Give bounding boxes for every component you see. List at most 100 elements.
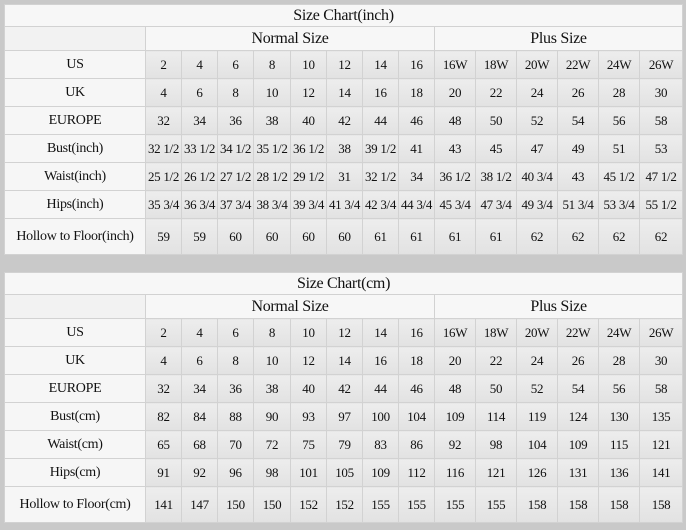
size-cell: 119 [516,402,558,431]
size-cell: 24W [598,318,640,347]
size-cell: 38 [326,134,363,163]
row-label: Hips(cm) [4,458,146,487]
size-cell: 42 [326,374,363,403]
size-cell: 4 [181,50,218,79]
size-cell: 130 [598,402,640,431]
size-cell: 29 1/2 [290,162,327,191]
row-label: UK [4,78,146,107]
size-cell: 53 [638,134,684,163]
size-cell: 4 [145,346,182,375]
row-label: Hollow to Floor(inch) [4,218,146,255]
size-cell: 92 [181,458,218,487]
size-cell: 59 [145,218,182,255]
size-cell: 22 [475,78,517,107]
size-cell: 8 [253,50,291,79]
size-cell: 54 [557,374,599,403]
size-cell: 31 [326,162,363,191]
size-cell: 41 3/4 [326,190,363,219]
row-label: Waist(cm) [4,430,146,459]
size-cell: 60 [253,218,291,255]
size-cell: 51 3/4 [557,190,599,219]
size-cell: 147 [181,486,218,523]
plus-size-header: Plus Size [433,294,684,319]
size-cell: 50 [475,106,517,135]
chart-title: Size Chart(inch) [3,4,684,27]
size-cell: 39 3/4 [290,190,327,219]
size-cell: 20 [434,78,476,107]
size-cell: 10 [290,318,327,347]
size-cell: 42 [326,106,363,135]
size-cell: 61 [434,218,476,255]
size-cell: 104 [398,402,435,431]
size-cell: 124 [557,402,599,431]
size-cell: 22W [557,50,599,79]
size-cell: 22 [475,346,517,375]
normal-size-header: Normal Size [145,294,435,319]
size-cell: 60 [290,218,327,255]
size-cell: 47 [516,134,558,163]
size-cell: 8 [217,78,254,107]
size-cell: 10 [253,78,291,107]
size-cell: 155 [398,486,435,523]
size-cell: 32 1/2 [362,162,399,191]
size-cell: 116 [434,458,476,487]
plus-size-header: Plus Size [433,26,684,51]
size-cell: 20 [434,346,476,375]
size-cell: 36 [217,106,254,135]
size-cell: 44 [362,374,399,403]
row-label: Waist(inch) [4,162,146,191]
size-cell: 61 [475,218,517,255]
size-cell: 121 [475,458,517,487]
size-cell: 27 1/2 [217,162,254,191]
size-cell: 45 1/2 [598,162,640,191]
row-label: UK [4,346,146,375]
size-cell: 40 3/4 [516,162,558,191]
size-cell: 68 [181,430,218,459]
size-cell: 28 [598,78,640,107]
size-cell: 79 [326,430,363,459]
size-cell: 38 1/2 [475,162,517,191]
size-cell: 30 [638,346,684,375]
size-cell: 136 [598,458,640,487]
size-cell: 30 [638,78,684,107]
size-cell: 56 [598,374,640,403]
size-cell: 38 [253,374,291,403]
size-cell: 20W [516,50,558,79]
size-cell: 62 [557,218,599,255]
row-label: EUROPE [4,374,146,403]
table-row: Hips(inch) 35 3/4 36 3/4 37 3/4 38 3/4 39 3/4… [4,190,684,219]
size-cell: 12 [290,346,327,375]
size-cell: 70 [217,430,254,459]
size-cell: 92 [434,430,476,459]
size-cell: 98 [475,430,517,459]
size-cell: 158 [598,486,640,523]
table-row: Bust(cm) 82 84 88 90 93 97 100 104 109 114 119 124 13… [4,402,684,431]
size-cell: 158 [516,486,558,523]
size-cell: 18 [398,78,435,107]
normal-size-header: Normal Size [145,26,435,51]
size-cell: 44 3/4 [398,190,435,219]
row-label: US [4,50,146,79]
size-cell: 104 [516,430,558,459]
size-cell: 155 [362,486,399,523]
size-cell: 20W [516,318,558,347]
size-cell: 39 1/2 [362,134,399,163]
size-cell: 32 1/2 [145,134,182,163]
table-row: Waist(inch) 25 1/2 26 1/2 27 1/2 28 1/2 29 1/… [4,162,684,191]
size-cell: 61 [362,218,399,255]
size-cell: 88 [217,402,254,431]
size-cell: 18 [398,346,435,375]
size-cell: 90 [253,402,291,431]
size-cell: 14 [326,346,363,375]
table-row: Bust(inch) 32 1/2 33 1/2 34 1/2 35 1/2 36 1/2… [4,134,684,163]
size-cell: 25 1/2 [145,162,182,191]
size-cell: 55 1/2 [638,190,684,219]
size-cell: 53 3/4 [598,190,640,219]
size-cell: 46 [398,374,435,403]
size-cell: 34 [398,162,435,191]
size-cell: 158 [638,486,684,523]
size-cell: 72 [253,430,291,459]
size-cell: 44 [362,106,399,135]
size-cell: 135 [638,402,684,431]
size-cell: 150 [253,486,291,523]
